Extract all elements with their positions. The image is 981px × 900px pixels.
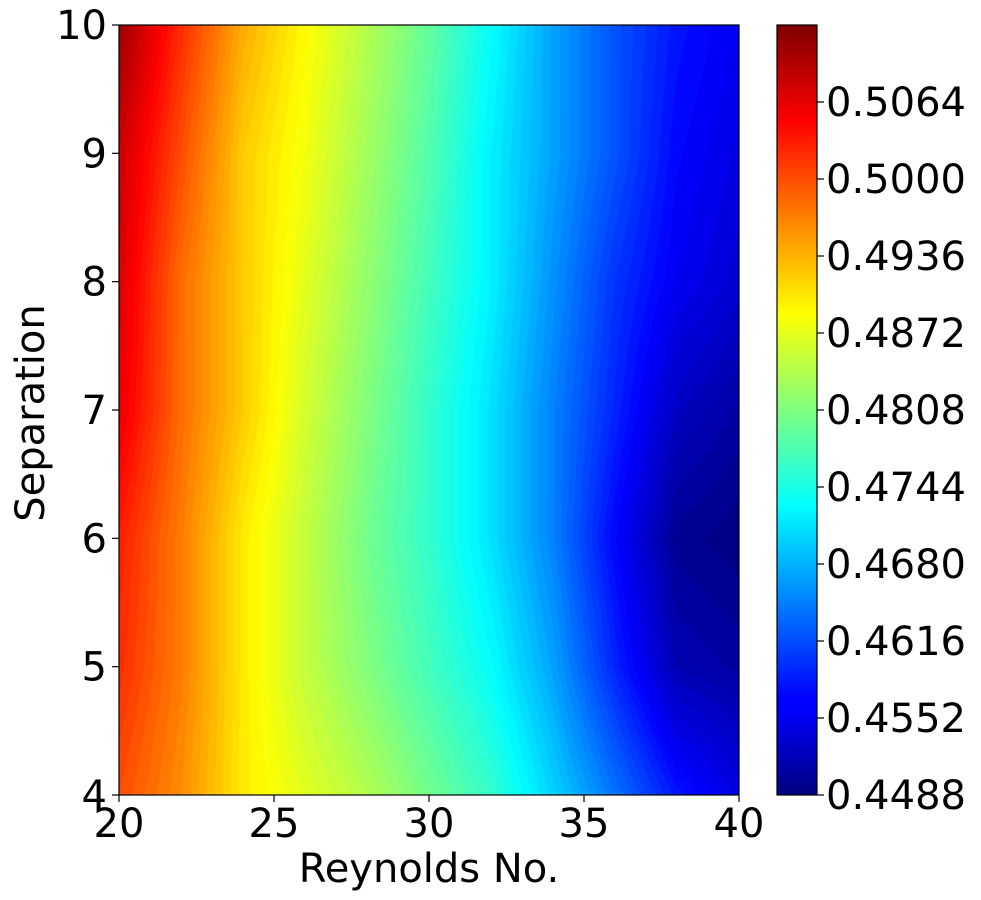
y-axis-label: Separation bbox=[8, 304, 54, 521]
colorbar-gradient bbox=[776, 24, 818, 796]
heatmap-field bbox=[119, 25, 739, 795]
x-axis-label: Reynolds No. bbox=[299, 846, 560, 892]
x-tick-label: 25 bbox=[249, 801, 300, 847]
x-axis: 20 25 30 35 40 bbox=[94, 795, 765, 847]
y-tick-label: 6 bbox=[82, 516, 107, 562]
colorbar-tick-label: 0.4808 bbox=[826, 388, 966, 434]
x-tick-label: 40 bbox=[714, 801, 765, 847]
colorbar-tick-label: 0.4680 bbox=[826, 542, 966, 588]
y-tick-label: 8 bbox=[82, 260, 107, 306]
colorbar-tick-label: 0.4936 bbox=[826, 234, 966, 280]
y-tick-label: 10 bbox=[56, 3, 107, 49]
colorbar-tick-label: 0.4488 bbox=[826, 773, 966, 819]
plot-area bbox=[118, 24, 740, 796]
colorbar: 0.4488 0.4552 0.4616 0.4680 0.4744 0.4808 0.48… bbox=[776, 24, 966, 819]
x-tick-label: 30 bbox=[404, 801, 455, 847]
colorbar-tick-label: 0.5000 bbox=[826, 157, 966, 203]
colorbar-tick-label: 0.4872 bbox=[826, 311, 966, 357]
y-tick-label: 4 bbox=[82, 773, 107, 819]
colorbar-tick-label: 0.4616 bbox=[826, 619, 966, 665]
colorbar-tick-label: 0.4744 bbox=[826, 465, 966, 511]
colorbar-tick-label: 0.5064 bbox=[826, 80, 966, 126]
y-tick-label: 9 bbox=[82, 131, 107, 177]
y-tick-label: 7 bbox=[82, 388, 107, 434]
y-tick-label: 5 bbox=[82, 645, 107, 691]
y-axis: 4 5 6 7 8 9 10 bbox=[56, 3, 119, 819]
x-tick-label: 20 bbox=[94, 801, 145, 847]
x-tick-label: 35 bbox=[559, 801, 610, 847]
colorbar-ticks: 0.4488 0.4552 0.4616 0.4680 0.4744 0.4808 0.48… bbox=[817, 80, 966, 819]
colorbar-tick-label: 0.4552 bbox=[826, 696, 966, 742]
